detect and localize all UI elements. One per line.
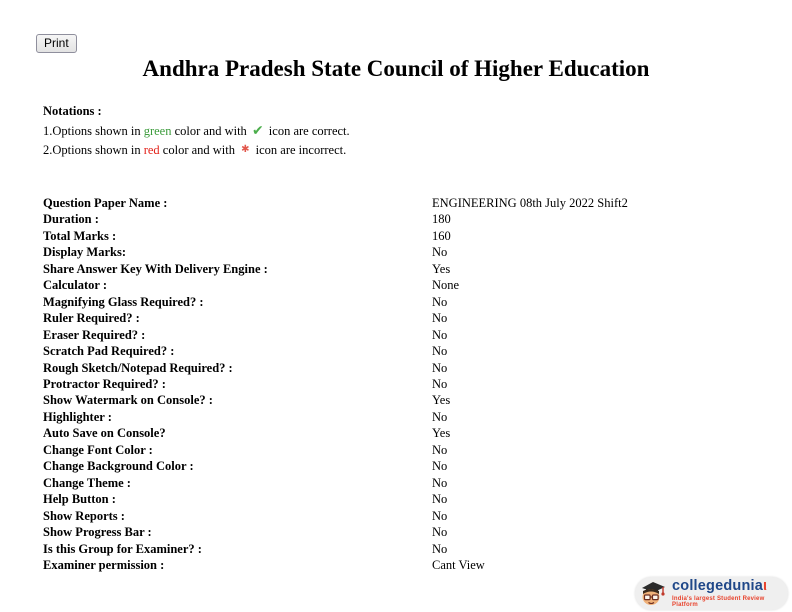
notation-text: color and with: [159, 143, 239, 157]
property-label: Magnifying Glass Required? :: [43, 294, 204, 309]
property-row: Change Theme : No: [43, 475, 753, 491]
property-value: 160: [432, 228, 451, 243]
property-row: Magnifying Glass Required? : No: [43, 294, 753, 310]
property-row: Show Progress Bar : No: [43, 524, 753, 540]
green-word: green: [143, 124, 172, 138]
property-label: Show Reports :: [43, 508, 125, 523]
property-row: Help Button : No: [43, 491, 753, 507]
property-label: Calculator :: [43, 278, 107, 293]
property-row: Display Marks: No: [43, 244, 753, 260]
property-value: Cant View: [432, 557, 485, 572]
property-value: No: [432, 376, 448, 391]
collegedunia-logo[interactable]: collegeduniaι India's largest Student Re…: [635, 577, 788, 610]
notation-line-correct: 1.Options shown in green color and with …: [43, 124, 743, 138]
property-row: Share Answer Key With Delivery Engine : Y…: [43, 261, 753, 277]
property-value: ENGINEERING 08th July 2022 Shift2: [432, 196, 628, 210]
property-row: Change Font Color : No: [43, 442, 753, 458]
property-row: Is this Group for Examiner? : No: [43, 541, 753, 557]
brand-name: collegeduniaι: [672, 578, 768, 595]
properties-table: Question Paper Name : ENGINEERING 08th Ju…: [43, 195, 753, 573]
property-row: Highlighter : No: [43, 409, 753, 425]
property-row: Duration : 180: [43, 211, 753, 227]
property-value: Yes: [432, 393, 451, 408]
property-row: Show Watermark on Console? : Yes: [43, 392, 753, 408]
property-label: Eraser Required? :: [43, 327, 146, 342]
page-title: Andhra Pradesh State Council of Higher E…: [142, 56, 650, 81]
red-cross-icon: ✱: [241, 144, 250, 155]
property-label: Protractor Required? :: [43, 376, 166, 391]
property-value: None: [432, 278, 460, 293]
green-check-icon: ✔: [251, 123, 264, 139]
red-word: red: [143, 143, 160, 157]
notation-line-incorrect: 2.Options shown in red color and with ✱ …: [43, 143, 743, 157]
property-label: Total Marks :: [43, 228, 117, 243]
property-row: Calculator : None: [43, 277, 753, 293]
property-row: Scratch Pad Required? : No: [43, 343, 753, 359]
property-value: 180: [432, 212, 451, 227]
property-value: No: [432, 475, 448, 490]
property-label: Is this Group for Examiner? :: [43, 541, 202, 556]
property-value: No: [432, 311, 448, 326]
property-row: Show Reports : No: [43, 508, 753, 524]
property-row: Protractor Required? : No: [43, 376, 753, 392]
property-value: No: [432, 344, 448, 359]
notation-text: icon are incorrect.: [252, 143, 347, 157]
property-label: Rough Sketch/Notepad Required? :: [43, 360, 233, 375]
property-row: Rough Sketch/Notepad Required? : No: [43, 360, 753, 376]
property-label: Change Font Color :: [43, 442, 153, 457]
property-value: No: [432, 442, 448, 457]
property-value: No: [432, 492, 448, 507]
property-value: No: [432, 294, 448, 309]
property-label: Auto Save on Console?: [43, 426, 166, 441]
property-value: No: [432, 541, 448, 556]
brand-tagline: India's largest Student Review Platform: [672, 595, 765, 608]
notation-text: color and with: [171, 124, 250, 138]
property-row: Total Marks : 160: [43, 228, 753, 244]
property-row: Examiner permission : Cant View: [43, 557, 753, 573]
notations-heading: Notations :: [43, 104, 102, 118]
property-value: Yes: [432, 426, 451, 441]
property-label: Ruler Required? :: [43, 311, 140, 326]
property-row: Ruler Required? : No: [43, 310, 753, 326]
notation-text: 2.Options shown in: [43, 143, 144, 157]
print-button[interactable]: Print: [36, 34, 77, 53]
property-label: Examiner permission :: [43, 557, 165, 572]
property-label: Help Button :: [43, 492, 116, 507]
property-row: Question Paper Name : ENGINEERING 08th Ju…: [43, 195, 753, 211]
property-label: Question Paper Name :: [43, 196, 168, 210]
property-value: No: [432, 409, 448, 424]
property-label: Show Progress Bar :: [43, 525, 152, 540]
property-value: No: [432, 360, 448, 375]
property-label: Duration :: [43, 212, 99, 227]
collegedunia-mascot-icon: [642, 581, 665, 605]
property-value: No: [432, 245, 448, 260]
property-label: Display Marks:: [43, 245, 126, 260]
notation-text: 1.Options shown in: [43, 124, 144, 138]
property-value: No: [432, 508, 448, 523]
property-row: Auto Save on Console? Yes: [43, 425, 753, 441]
property-label: Change Background Color :: [43, 459, 194, 474]
property-value: Yes: [432, 261, 451, 276]
property-row: Change Background Color : No: [43, 458, 753, 474]
property-label: Highlighter :: [43, 409, 112, 424]
notations-section: Notations : 1.Options shown in green col…: [43, 104, 743, 162]
property-value: No: [432, 327, 448, 342]
property-label: Show Watermark on Console? :: [43, 393, 213, 408]
property-row: Eraser Required? : No: [43, 327, 753, 343]
property-label: Scratch Pad Required? :: [43, 344, 175, 359]
notation-text: icon are correct.: [265, 124, 350, 138]
brand-mark: ι: [763, 578, 768, 595]
property-value: No: [432, 459, 448, 474]
property-value: No: [432, 525, 448, 540]
property-label: Change Theme :: [43, 475, 131, 490]
property-label: Share Answer Key With Delivery Engine :: [43, 261, 268, 276]
